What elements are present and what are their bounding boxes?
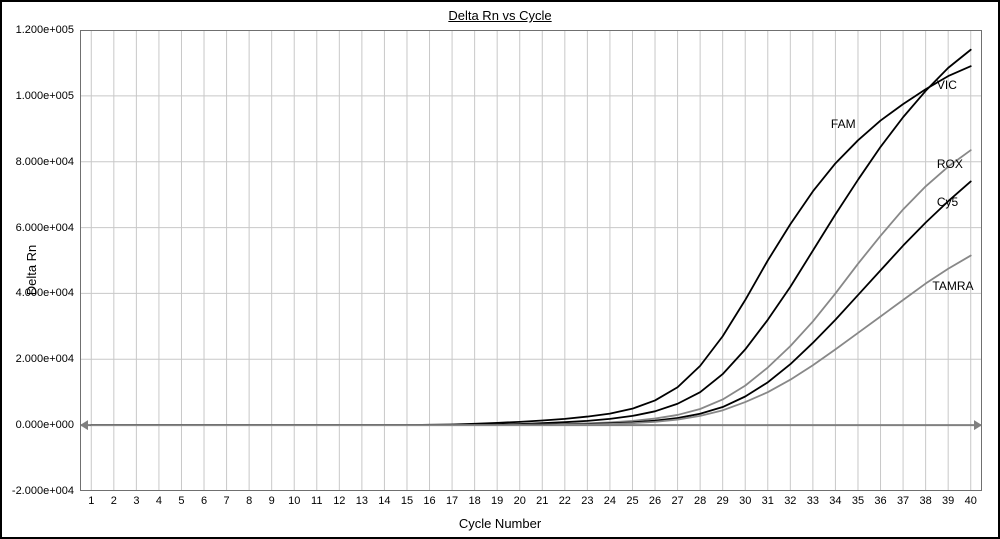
xtick-label: 3 <box>133 495 139 507</box>
series-label-vic: VIC <box>937 78 957 92</box>
xtick-label: 5 <box>178 495 184 507</box>
xtick-label: 29 <box>717 495 729 507</box>
ytick-label: -2.000e+004 <box>12 485 74 497</box>
xtick-label: 38 <box>920 495 932 507</box>
x-axis-label: Cycle Number <box>2 516 998 531</box>
ytick-label: 8.000e+004 <box>16 156 74 168</box>
series-label-rox: ROX <box>937 157 963 171</box>
plot-svg <box>80 30 982 491</box>
xtick-label: 16 <box>423 495 435 507</box>
ytick-label: 2.000e+004 <box>16 353 74 365</box>
xtick-label: 23 <box>581 495 593 507</box>
xtick-label: 10 <box>288 495 300 507</box>
xtick-label: 12 <box>333 495 345 507</box>
xtick-label: 15 <box>401 495 413 507</box>
chart-frame: Delta Rn vs Cycle Delta Rn Cycle Number … <box>0 0 1000 539</box>
xtick-label: 20 <box>514 495 526 507</box>
xtick-label: 9 <box>269 495 275 507</box>
ytick-label: 0.000e+000 <box>16 419 74 431</box>
xtick-label: 2 <box>111 495 117 507</box>
xtick-label: 37 <box>897 495 909 507</box>
xtick-label: 31 <box>762 495 774 507</box>
chart-title: Delta Rn vs Cycle <box>2 8 998 23</box>
xtick-label: 24 <box>604 495 616 507</box>
xtick-label: 14 <box>378 495 390 507</box>
xtick-label: 34 <box>829 495 841 507</box>
xtick-label: 11 <box>311 495 322 507</box>
xtick-label: 32 <box>784 495 796 507</box>
xtick-label: 7 <box>224 495 230 507</box>
xtick-label: 17 <box>446 495 458 507</box>
series-label-fam: FAM <box>831 117 856 131</box>
xtick-label: 33 <box>807 495 819 507</box>
xtick-label: 4 <box>156 495 162 507</box>
xtick-label: 40 <box>965 495 977 507</box>
xtick-label: 22 <box>559 495 571 507</box>
xtick-label: 25 <box>626 495 638 507</box>
xtick-label: 1 <box>88 495 94 507</box>
xtick-label: 13 <box>356 495 368 507</box>
xtick-label: 26 <box>649 495 661 507</box>
xtick-label: 19 <box>491 495 503 507</box>
series-label-cy5: Cy5 <box>937 195 958 209</box>
xtick-label: 36 <box>874 495 886 507</box>
xtick-label: 28 <box>694 495 706 507</box>
ytick-label: 4.000e+004 <box>16 287 74 299</box>
xtick-label: 18 <box>469 495 481 507</box>
series-label-tamra: TAMRA <box>932 279 973 293</box>
xtick-label: 30 <box>739 495 751 507</box>
xtick-label: 39 <box>942 495 954 507</box>
xtick-label: 8 <box>246 495 252 507</box>
xtick-label: 27 <box>671 495 683 507</box>
ytick-label: 1.000e+005 <box>16 90 74 102</box>
xtick-label: 6 <box>201 495 207 507</box>
xtick-label: 21 <box>536 495 548 507</box>
ytick-label: 1.200e+005 <box>16 24 74 36</box>
ytick-label: 6.000e+004 <box>16 222 74 234</box>
plot-area: FAMVICROXCy5TAMRA-2.000e+0040.000e+0002.… <box>80 30 982 491</box>
xtick-label: 35 <box>852 495 864 507</box>
